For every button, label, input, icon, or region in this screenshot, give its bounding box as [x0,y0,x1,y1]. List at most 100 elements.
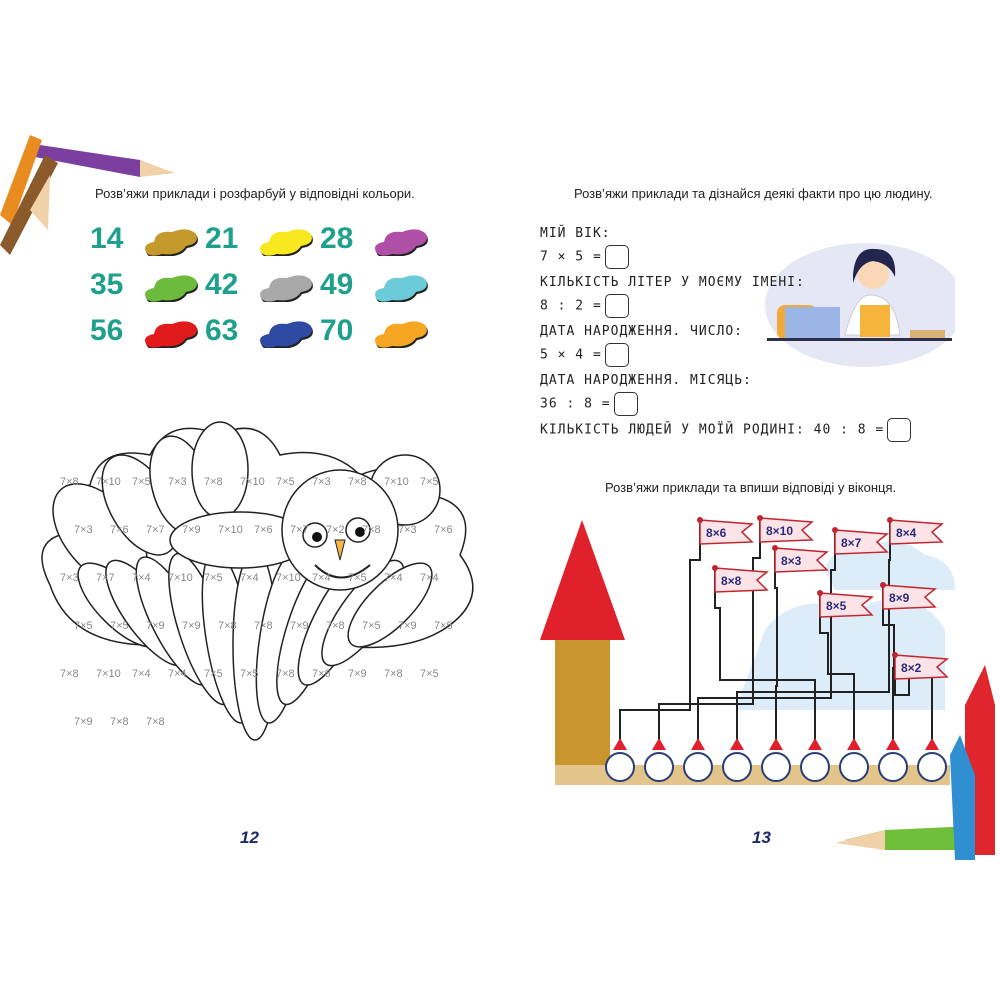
owl-segment-label: 7×5 [348,572,367,584]
fact-label: ДАТА НАРОДЖЕННЯ. ЧИСЛО: [540,324,744,339]
flag-label: 8×8 [721,574,742,588]
fact-equation: 8 : 2 = [540,294,911,320]
flag [894,654,949,680]
answer-box[interactable] [604,343,629,367]
equation-text: 5 × 4 = [540,347,602,363]
owl-segment-label: 7×5 [204,572,223,584]
owl-segment-label: 7×4 [312,572,331,584]
owl-segment-label: 7×9 [146,620,165,632]
owl-segment-label: 7×9 [182,524,201,536]
owl-segment-label: 7×10 [276,572,301,584]
owl-segment-label: 7×5 [132,476,151,488]
answer-window[interactable] [800,752,830,782]
answer-window[interactable] [917,752,947,782]
color-blob-7 [260,321,313,348]
fact-equation: 5 × 4 = [540,343,911,369]
owl-segment-label: 7×8 [60,476,79,488]
owl-segment-label: 7×3 [312,476,331,488]
owl-segment-label: 7×9 [74,716,93,728]
color-key-number: 35 [90,268,124,301]
pencils-decoration-bottom-right [835,665,995,860]
flag-label: 8×5 [826,599,847,613]
fact-equation: 7 × 5 = [540,245,911,271]
owl-segment-label: 7×5 [276,476,295,488]
owl-segment-label: 7×3 [168,476,187,488]
color-key-number: 56 [90,314,124,347]
owl-segment-label: 7×3 [398,524,417,536]
owl-segment-label: 7×5 [362,620,381,632]
owl-segment-label: 7×8 [204,476,223,488]
owl-segment-label: 7×6 [434,524,453,536]
answer-window[interactable] [839,752,869,782]
fact-label: ДАТА НАРОДЖЕННЯ. МІСЯЦЬ: [540,373,752,388]
equation-text: 8 : 2 = [540,298,602,314]
owl-segment-label: 7×4 [132,668,151,680]
owl-segment-label: 7×8 [146,716,165,728]
answer-box[interactable] [604,245,629,269]
pencils-decoration-top-left [0,135,175,255]
flag-label: 8×9 [889,591,910,605]
flag [882,584,937,610]
answer-box[interactable] [613,392,638,416]
coloring-instruction: Розв’яжи приклади і розфарбуй у відповід… [95,186,415,201]
owl-segment-label: 7×5 [420,476,439,488]
owl-segment-label: 7×4 [132,572,151,584]
flag-label: 8×6 [706,526,727,540]
owl-segment-label: 7×8 [254,620,273,632]
owl-segment-label: 7×4 [384,572,403,584]
owl-segment-label: 7×6 [254,524,273,536]
flag [759,517,814,543]
owl-segment-label: 7×7 [96,572,115,584]
owl-segment-label: 7×10 [218,524,243,536]
owl-segment-label: 7×6 [110,524,129,536]
owl-segment-label: 7×4 [168,668,187,680]
color-blob-8 [375,321,428,348]
answer-window[interactable] [878,752,908,782]
page-number-right: 13 [752,828,771,847]
owl-segment-label: 7×4 [420,572,439,584]
owl-segment-label: 7×8 [326,620,345,632]
answer-window[interactable] [722,752,752,782]
color-key-number: 14 [90,222,124,255]
owl-segment-label: 7×5 [110,620,129,632]
answer-window[interactable] [644,752,674,782]
flag-label: 8×3 [781,554,802,568]
owl-segment-label: 7×4 [240,572,259,584]
color-blob-1 [260,229,313,256]
answer-window[interactable] [761,752,791,782]
flag [819,592,874,618]
owl-segment-label: 7×8 [110,716,129,728]
owl-segment-label: 7×7 [290,524,309,536]
color-blob-5 [375,275,428,302]
owl-segment-label: 7×3 [60,572,79,584]
owl-segment-label: 7×8 [218,620,237,632]
owl-segment-label: 7×2 [326,524,345,536]
owl-segment-label: 7×3 [74,524,93,536]
color-blob-3 [145,275,198,302]
owl-segment-label: 7×9 [398,620,417,632]
owl-segment-label: 7×10 [96,476,121,488]
owl-segment-label: 7×9 [290,620,309,632]
color-blob-2 [375,229,428,256]
answer-box[interactable] [604,294,629,318]
owl-segment-label: 7×10 [240,476,265,488]
color-key-number: 42 [205,268,239,301]
flag [714,567,769,593]
owl-segment-label: 7×10 [168,572,193,584]
page-number-left: 12 [240,828,259,847]
equation-text: 7 × 5 = [540,249,602,265]
owl-segment-label: 7×10 [384,476,409,488]
owl-segment-label: 7×6 [312,668,331,680]
flag [834,529,889,555]
owl-segment-label: 7×5 [434,620,453,632]
equation-text: 36 : 8 = [540,396,611,412]
maze-instruction: Розв’яжи приклади та впиши відповіді у в… [605,480,897,495]
color-blob-6 [145,321,198,348]
fact-label: МІЙ ВІК: [540,226,611,241]
answer-window[interactable] [683,752,713,782]
color-blob-4 [260,275,313,302]
owl-segment-label: 7×8 [362,524,381,536]
answer-box[interactable] [887,418,912,442]
owl-segment-label: 7×10 [96,668,121,680]
answer-window[interactable] [605,752,635,782]
